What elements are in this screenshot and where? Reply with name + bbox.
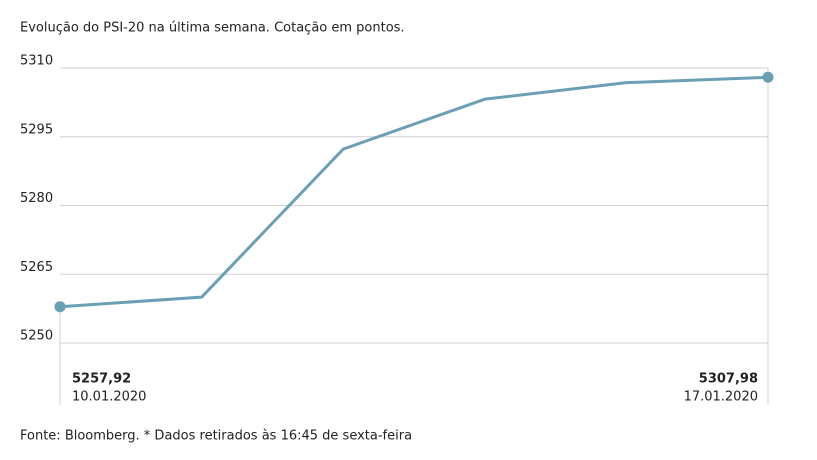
line [59, 75, 769, 309]
y-tick-label: 5280 [20, 191, 53, 206]
y-tick-label: 5250 [20, 329, 53, 344]
point [54, 301, 66, 313]
chart-note: Fonte: Bloomberg. * Dados retirados às 1… [20, 429, 412, 444]
y-tick-label: 5295 [20, 122, 53, 137]
point [762, 71, 774, 83]
value-label: 5257,92 [72, 372, 131, 387]
x-tick-label: 10.01.2020 [72, 390, 146, 405]
y-tick-label: 5310 [20, 54, 53, 69]
chart-title: Evolução do PSI-20 na última semana. Cot… [20, 21, 405, 36]
y-tick-label: 5265 [20, 260, 53, 275]
value-label: 5307,98 [699, 372, 758, 387]
x-tick-label: 17.01.2020 [684, 390, 758, 405]
